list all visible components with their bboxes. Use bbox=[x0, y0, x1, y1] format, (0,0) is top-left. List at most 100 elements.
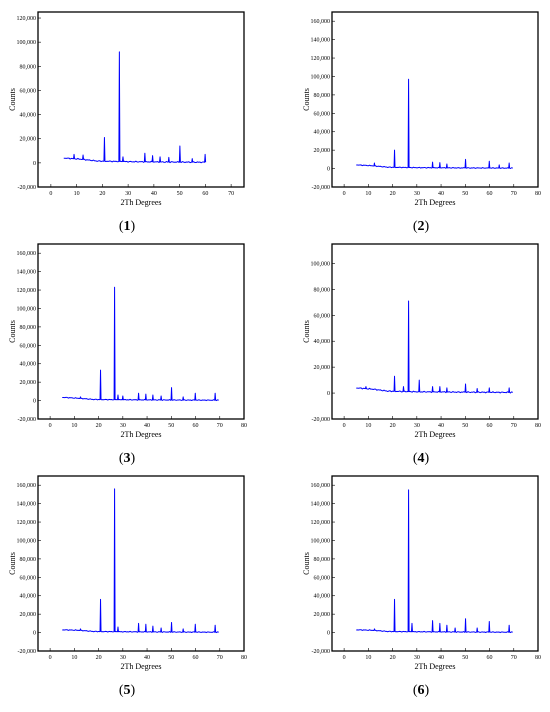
x-tick-label: 10 bbox=[71, 655, 77, 661]
x-tick-label: 20 bbox=[390, 191, 396, 197]
caption-4: (4) bbox=[412, 451, 430, 466]
y-tick-label: 20,000 bbox=[20, 380, 37, 386]
series-line bbox=[62, 286, 219, 402]
y-tick-label: 80,000 bbox=[20, 557, 37, 563]
x-tick-label: 70 bbox=[511, 655, 517, 661]
y-tick-label: -20,000 bbox=[18, 185, 37, 191]
x-tick-label: 70 bbox=[228, 191, 234, 197]
y-tick-label: 120,000 bbox=[17, 288, 37, 294]
series-line bbox=[356, 489, 513, 634]
y-tick-label: 80,000 bbox=[314, 287, 331, 293]
y-tick-label: 100,000 bbox=[17, 538, 37, 544]
x-tick-label: 20 bbox=[96, 655, 102, 661]
caption-1: (1) bbox=[118, 219, 136, 234]
x-tick-label: 70 bbox=[217, 423, 223, 429]
x-tick-label: 30 bbox=[125, 191, 131, 197]
x-tick-label: 50 bbox=[462, 655, 468, 661]
y-tick-label: 160,000 bbox=[17, 483, 37, 489]
x-tick-label: 10 bbox=[365, 423, 371, 429]
y-tick-label: 160,000 bbox=[311, 19, 331, 25]
y-tick-label: 120,000 bbox=[17, 520, 37, 526]
x-tick-label: 60 bbox=[487, 423, 493, 429]
y-tick-label: 0 bbox=[327, 631, 330, 637]
y-tick-label: 140,000 bbox=[311, 38, 331, 44]
y-tick-label: 140,000 bbox=[17, 502, 37, 508]
plot-frame bbox=[37, 243, 245, 420]
x-tick-label: 60 bbox=[193, 423, 199, 429]
x-tick-label: 40 bbox=[144, 423, 150, 429]
y-tick-label: 0 bbox=[33, 399, 36, 405]
x-tick-label: 0 bbox=[343, 423, 346, 429]
x-tick-label: 20 bbox=[390, 423, 396, 429]
y-axis-title: Counts bbox=[302, 552, 311, 575]
x-tick-label: 30 bbox=[414, 655, 420, 661]
y-tick-label: 20,000 bbox=[20, 137, 37, 143]
caption-5: (5) bbox=[118, 683, 136, 698]
x-tick-label: 0 bbox=[49, 655, 52, 661]
x-tick-label: 10 bbox=[74, 191, 80, 197]
y-tick-label: 60,000 bbox=[20, 575, 37, 581]
y-tick-label: 40,000 bbox=[20, 362, 37, 368]
y-tick-label: 60,000 bbox=[20, 343, 37, 349]
plot-frame bbox=[37, 11, 245, 188]
plot-frame bbox=[331, 11, 539, 188]
y-tick-label: 0 bbox=[33, 631, 36, 637]
y-tick-label: 160,000 bbox=[311, 483, 331, 489]
chart-1: -20,000 0 20,000 40,000 60,000 80,000 100,000 1… bbox=[8, 11, 245, 207]
y-axis-title: Counts bbox=[8, 320, 17, 343]
y-tick-label: 100,000 bbox=[17, 306, 37, 312]
y-tick-label: 80,000 bbox=[20, 64, 37, 70]
x-tick-label: 70 bbox=[511, 423, 517, 429]
caption-6: (6) bbox=[412, 683, 430, 698]
y-tick-label: 80,000 bbox=[20, 325, 37, 331]
x-axis-title: 2Th Degrees bbox=[120, 198, 161, 207]
chart-panel-4: -20,000 0 20,000 40,000 60,000 80,000 100,000 0… bbox=[302, 242, 541, 442]
y-tick-label: -20,000 bbox=[18, 649, 37, 655]
y-axis-title: Counts bbox=[302, 88, 311, 111]
x-tick-label: 80 bbox=[241, 655, 247, 661]
chart-panel-5: -20,000 0 20,000 40,000 60,000 80,000 100,000 1… bbox=[8, 474, 247, 674]
x-tick-label: 40 bbox=[438, 655, 444, 661]
plot-frame bbox=[331, 475, 539, 652]
y-tick-label: 80,000 bbox=[314, 557, 331, 563]
chart-2: -20,000 0 20,000 40,000 60,000 80,000 100,000 1… bbox=[302, 11, 541, 207]
x-tick-label: 50 bbox=[168, 655, 174, 661]
chart-panel-2: -20,000 0 20,000 40,000 60,000 80,000 100,000 1… bbox=[302, 10, 541, 210]
x-tick-label: 10 bbox=[365, 191, 371, 197]
x-tick-label: 80 bbox=[535, 423, 541, 429]
y-tick-label: 40,000 bbox=[20, 113, 37, 119]
y-tick-label: 20,000 bbox=[314, 612, 331, 618]
x-tick-label: 20 bbox=[96, 423, 102, 429]
y-tick-label: 100,000 bbox=[17, 40, 37, 46]
x-tick-label: 60 bbox=[193, 655, 199, 661]
x-tick-label: 60 bbox=[487, 191, 493, 197]
x-tick-label: 0 bbox=[343, 191, 346, 197]
chart-6: -20,000 0 20,000 40,000 60,000 80,000 100,000 1… bbox=[302, 475, 541, 671]
y-tick-label: 140,000 bbox=[311, 502, 331, 508]
y-tick-label: -20,000 bbox=[18, 417, 37, 423]
y-tick-label: 20,000 bbox=[314, 148, 331, 154]
y-tick-label: 40,000 bbox=[314, 594, 331, 600]
series-line bbox=[62, 488, 219, 634]
y-tick-label: 140,000 bbox=[17, 270, 37, 276]
x-tick-label: 80 bbox=[241, 423, 247, 429]
y-tick-label: 20,000 bbox=[20, 612, 37, 618]
x-axis-title: 2Th Degrees bbox=[120, 430, 161, 439]
y-axis-title: Counts bbox=[302, 320, 311, 343]
y-tick-label: 100,000 bbox=[311, 74, 331, 80]
y-tick-label: -20,000 bbox=[312, 185, 331, 191]
y-tick-label: 0 bbox=[33, 161, 36, 167]
x-tick-label: 20 bbox=[390, 655, 396, 661]
chart-4: -20,000 0 20,000 40,000 60,000 80,000 100,000 0… bbox=[302, 243, 541, 439]
caption-2: (2) bbox=[412, 219, 430, 234]
y-tick-label: 40,000 bbox=[314, 130, 331, 136]
x-tick-label: 0 bbox=[49, 191, 52, 197]
y-tick-label: 80,000 bbox=[314, 93, 331, 99]
x-tick-label: 0 bbox=[343, 655, 346, 661]
y-tick-label: 120,000 bbox=[311, 56, 331, 62]
y-tick-label: 0 bbox=[327, 391, 330, 397]
chart-panel-1: -20,000 0 20,000 40,000 60,000 80,000 100,000 1… bbox=[8, 10, 246, 210]
x-tick-label: 30 bbox=[120, 423, 126, 429]
y-tick-label: -20,000 bbox=[312, 417, 331, 423]
x-axis-title: 2Th Degrees bbox=[120, 662, 161, 671]
